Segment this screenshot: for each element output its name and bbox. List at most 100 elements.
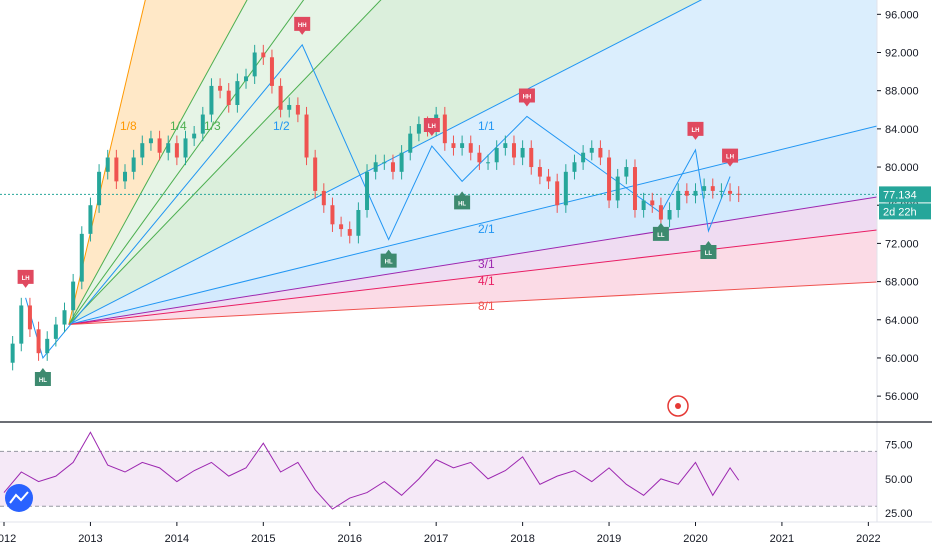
gann-ray-label: 1/1: [478, 119, 495, 133]
x-tick-label: 2014: [165, 533, 189, 545]
pivot-marker-shape: [423, 118, 440, 137]
price-candle: [641, 200, 646, 210]
pivot-high-marker: HH: [294, 16, 311, 35]
price-candle: [287, 105, 292, 110]
price-candle: [684, 190, 689, 196]
price-candle: [736, 193, 741, 195]
pivot-high-marker: LH: [687, 121, 704, 140]
pivot-marker-label: LL: [705, 251, 713, 257]
pivot-marker-label: LL: [657, 233, 665, 239]
price-candle: [192, 133, 197, 139]
target-dot: [675, 403, 681, 409]
price-badge-value: 77.134: [883, 189, 917, 201]
gann-fan-ray: [68, 229, 878, 326]
y-tick-label: 56.000: [885, 391, 919, 403]
price-candle: [632, 167, 637, 210]
rsi-tick-label: 25.00: [885, 508, 913, 520]
price-candle: [330, 205, 335, 225]
price-candle: [183, 138, 188, 158]
price-candle: [304, 114, 309, 158]
pivot-marker-label: HL: [39, 378, 47, 384]
pivot-marker-shape: [687, 121, 704, 140]
gann-fan-ray: [68, 0, 248, 325]
price-candle: [295, 105, 300, 115]
price-candle: [511, 143, 516, 158]
price-candle: [269, 57, 274, 86]
pivot-high-marker: LH: [17, 269, 34, 288]
price-candle: [676, 190, 681, 210]
rsi-band: [0, 451, 877, 507]
pivot-marker-label: LH: [428, 124, 436, 130]
price-candle: [114, 157, 119, 182]
gann-ray-label: 3/1: [478, 257, 495, 271]
price-candle: [581, 152, 586, 163]
pivot-low-marker: LL: [700, 241, 717, 259]
price-candle: [693, 190, 698, 196]
price-candle: [261, 52, 266, 58]
y-tick-label: 68.000: [885, 277, 919, 289]
pivot-marker-shape: [294, 16, 311, 35]
price-candle: [650, 200, 655, 206]
price-candle: [62, 310, 67, 325]
price-candle: [390, 162, 395, 172]
x-tick-label: 2018: [510, 533, 534, 545]
price-candle: [572, 162, 577, 172]
gann-fan-ray: [68, 196, 878, 326]
gann-fan-layer: [68, 0, 878, 326]
pivot-marker-label: HH: [523, 94, 532, 100]
price-candle: [10, 343, 15, 363]
rsi-tick-label: 75.00: [885, 440, 913, 452]
price-candle: [166, 143, 171, 153]
x-tick-label: 2020: [683, 533, 707, 545]
x-tick-label: 2016: [338, 533, 362, 545]
pivot-marker-shape: [700, 241, 717, 259]
price-candle: [19, 305, 24, 344]
price-candle: [244, 76, 249, 82]
pivot-high-marker: LH: [722, 148, 739, 167]
price-candle: [252, 52, 257, 77]
price-candle: [615, 176, 620, 201]
pivot-low-marker: HL: [380, 249, 397, 268]
price-candle: [200, 114, 205, 134]
countdown-badge: [879, 203, 931, 220]
price-candle: [88, 205, 93, 234]
price-candle: [589, 147, 594, 153]
x-tick-label: 2021: [770, 533, 794, 545]
pivot-marker-label: LH: [22, 276, 30, 282]
price-candle: [373, 162, 378, 172]
price-candle: [416, 124, 421, 134]
pivot-high-marker: HH: [518, 88, 535, 107]
price-candle: [71, 281, 76, 311]
gann-ray-label: 2/1: [478, 222, 495, 236]
pivot-marker-shape: [34, 367, 51, 386]
gann-fan-ray: [68, 281, 878, 326]
price-candle: [157, 138, 162, 153]
price-candle: [36, 329, 41, 354]
price-candle: [460, 143, 465, 148]
pivot-marker-label: LH: [726, 155, 734, 161]
pivot-marker-label: HL: [458, 201, 466, 207]
price-candle: [321, 190, 326, 206]
pivot-marker-shape: [454, 191, 471, 210]
price-candle: [468, 143, 473, 153]
price-candle: [53, 324, 58, 339]
price-candle: [148, 138, 153, 144]
price-candle: [658, 205, 663, 220]
price-candle: [503, 143, 508, 148]
pivot-marker-label: HH: [298, 23, 307, 29]
price-candle: [218, 85, 223, 91]
price-candle: [607, 157, 612, 201]
price-candle: [719, 190, 724, 192]
x-tick-label: 2022: [856, 533, 880, 545]
gann-fan-ray: [68, 125, 878, 326]
gann-fan-ray: [68, 0, 305, 325]
price-candle: [555, 181, 560, 206]
price-candle: [563, 171, 568, 206]
price-candle: [537, 167, 542, 177]
price-candle: [347, 229, 352, 236]
price-candle: [477, 152, 482, 163]
price-candle: [27, 305, 32, 330]
price-series-layer: [3, 43, 741, 510]
pivot-marker-label: HL: [385, 260, 393, 266]
price-candle: [365, 171, 370, 210]
